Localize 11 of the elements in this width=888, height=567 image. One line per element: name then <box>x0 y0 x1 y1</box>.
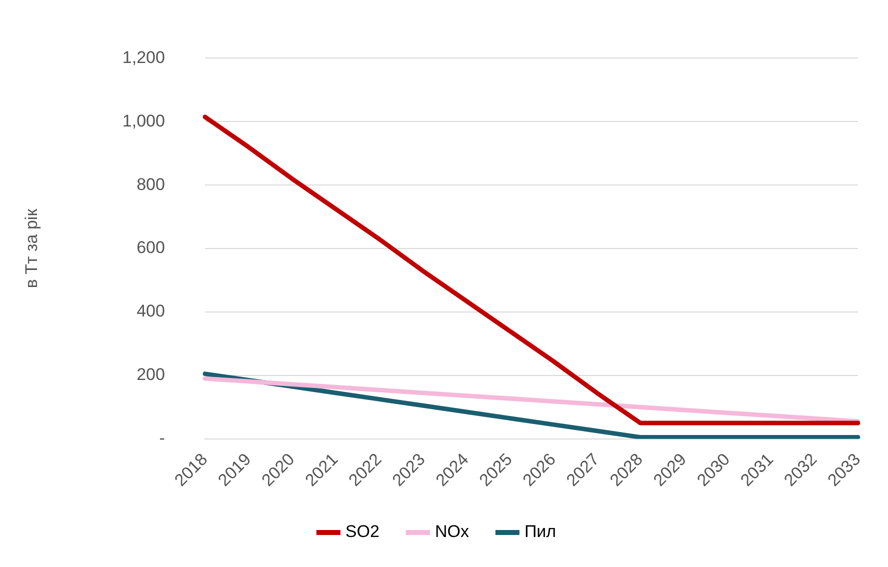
y-axis-title: в Тт за рік <box>22 208 41 288</box>
y-tick-label: 1,200 <box>122 48 165 67</box>
y-tick-label: 1,000 <box>122 111 165 130</box>
y-tick-label: 800 <box>136 174 165 194</box>
legend-label: NOx <box>434 522 470 542</box>
y-tick-label: 400 <box>136 302 165 321</box>
legend-label: Пил <box>524 522 556 542</box>
y-tick-label: - <box>159 428 165 448</box>
y-tick-label: 200 <box>136 365 165 384</box>
y-tick-label: 600 <box>136 238 165 258</box>
legend-label: SO2 <box>345 522 380 542</box>
